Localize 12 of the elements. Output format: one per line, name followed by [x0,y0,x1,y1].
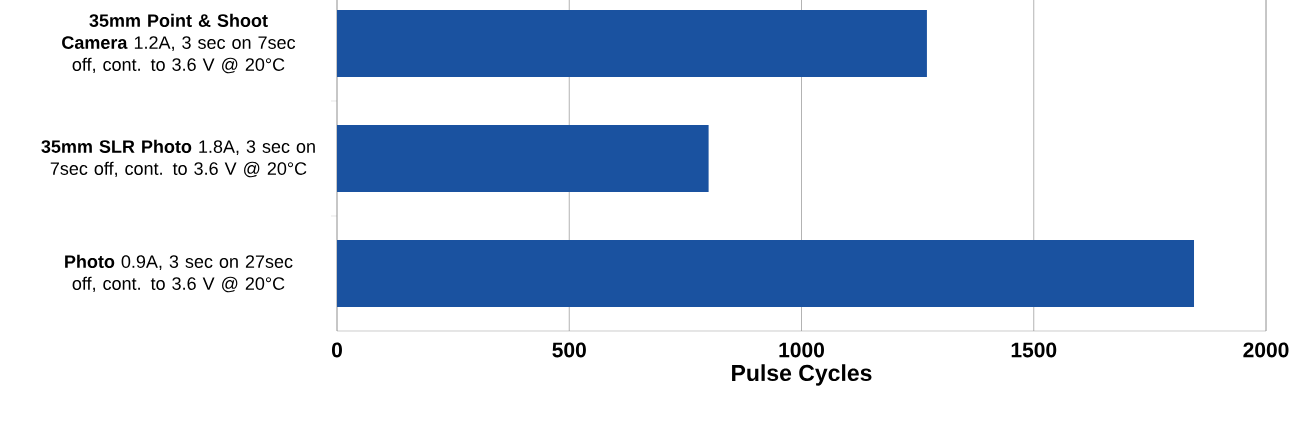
y-tick-label: Photo 0.9A, 3 sec on 27sec off, cont. to 3.6 V @ 20°C [65,254,293,293]
x-tick-label: 1000 [779,342,824,358]
x-axis-title: Pulse Cycles [732,364,872,386]
y-tick-label: 35mm SLR Photo 1.8A, 3 sec on 7sec off, cont. to 3.6 V @ 20°C [41,139,315,178]
bar [337,240,1195,307]
bar [337,10,927,77]
x-tick-label: 2000 [1243,342,1289,358]
x-tick-label: 1500 [1011,342,1057,358]
y-tick-label: 35mm Point & Shoot Camera 1.2A, 3 sec on 7sec off, cont. to 3.6 V @ 20°C [62,13,296,74]
x-tick-label: 0 [331,342,342,358]
bar [337,125,709,192]
x-tick-label: 500 [552,342,586,358]
